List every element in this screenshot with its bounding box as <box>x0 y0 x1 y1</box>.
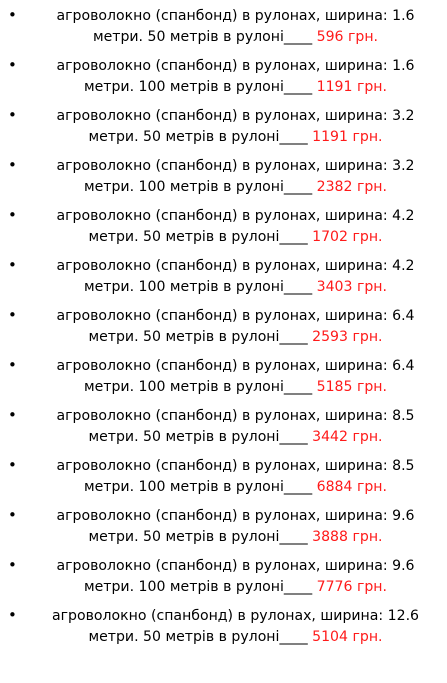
item-price: 3403 грн. <box>316 279 388 295</box>
item-text: агроволокно (спанбонд) в рулонах, ширина… <box>26 206 445 248</box>
item-text: агроволокно (спанбонд) в рулонах, ширина… <box>26 506 445 548</box>
item-description-line2: метри. 100 метрів в рулоні____ 1191 грн. <box>26 77 445 98</box>
item-roll-length: метри. 50 метрів в рулоні____ <box>88 529 308 545</box>
item-price: 1702 грн. <box>312 229 383 245</box>
item-price: 7776 грн. <box>316 579 388 595</box>
item-description-line1: агроволокно (спанбонд) в рулонах, ширина… <box>56 408 415 424</box>
item-description-line2: метри. 100 метрів в рулоні____ 2382 грн. <box>26 177 445 198</box>
item-description-line2: метри. 50 метрів в рулоні____ 3442 грн. <box>26 427 445 448</box>
item-text: агроволокно (спанбонд) в рулонах, ширина… <box>26 306 445 348</box>
item-description-line1: агроволокно (спанбонд) в рулонах, ширина… <box>56 308 415 324</box>
bullet-icon: • <box>8 356 17 374</box>
bullet-icon: • <box>8 406 17 424</box>
item-roll-length: метри. 50 метрів в рулоні____ <box>88 129 308 145</box>
list-item: • агроволокно (спанбонд) в рулонах, шири… <box>0 153 447 203</box>
item-text: агроволокно (спанбонд) в рулонах, ширина… <box>26 156 445 198</box>
item-price: 1191 грн. <box>312 129 383 145</box>
list-item: • агроволокно (спанбонд) в рулонах, шири… <box>0 403 447 453</box>
item-description-line2: метри. 100 метрів в рулоні____ 7776 грн. <box>26 577 445 598</box>
list-item: • агроволокно (спанбонд) в рулонах, шири… <box>0 453 447 503</box>
bullet-icon: • <box>8 106 17 124</box>
list-item: • агроволокно (спанбонд) в рулонах, шири… <box>0 553 447 603</box>
item-description-line1: агроволокно (спанбонд) в рулонах, ширина… <box>56 558 415 574</box>
item-description-line1: агроволокно (спанбонд) в рулонах, ширина… <box>56 508 415 524</box>
list-item: • агроволокно (спанбонд) в рулонах, шири… <box>0 203 447 253</box>
bullet-icon: • <box>8 306 17 324</box>
item-description-line2: метри. 50 метрів в рулоні____ 1191 грн. <box>26 127 445 148</box>
item-text: агроволокно (спанбонд) в рулонах, ширина… <box>26 556 445 598</box>
item-price: 6884 грн. <box>316 479 388 495</box>
item-text: агроволокно (спанбонд) в рулонах, ширина… <box>26 106 445 148</box>
item-description-line2: метри. 50 метрів в рулоні____ 596 грн. <box>26 27 445 48</box>
item-description-line1: агроволокно (спанбонд) в рулонах, ширина… <box>56 358 415 374</box>
price-list: • агроволокно (спанбонд) в рулонах, шири… <box>0 3 447 653</box>
list-item: • агроволокно (спанбонд) в рулонах, шири… <box>0 603 447 653</box>
bullet-icon: • <box>8 56 17 74</box>
item-description-line1: агроволокно (спанбонд) в рулонах, ширина… <box>56 258 415 274</box>
list-item: • агроволокно (спанбонд) в рулонах, шири… <box>0 103 447 153</box>
item-description-line1: агроволокно (спанбонд) в рулонах, ширина… <box>56 208 415 224</box>
item-text: агроволокно (спанбонд) в рулонах, ширина… <box>26 356 445 398</box>
bullet-icon: • <box>8 556 17 574</box>
item-text: агроволокно (спанбонд) в рулонах, ширина… <box>26 256 445 298</box>
item-price: 1191 грн. <box>316 79 388 95</box>
item-description-line1: агроволокно (спанбонд) в рулонах, ширина… <box>51 608 420 624</box>
item-roll-length: метри. 100 метрів в рулоні____ <box>83 379 313 395</box>
item-roll-length: метри. 50 метрів в рулоні____ <box>88 429 308 445</box>
item-text: агроволокно (спанбонд) в рулонах, ширина… <box>26 456 445 498</box>
item-text: агроволокно (спанбонд) в рулонах, ширина… <box>26 606 445 648</box>
bullet-icon: • <box>8 206 17 224</box>
list-item: • агроволокно (спанбонд) в рулонах, шири… <box>0 353 447 403</box>
item-roll-length: метри. 100 метрів в рулоні____ <box>83 579 313 595</box>
item-description-line2: метри. 50 метрів в рулоні____ 1702 грн. <box>26 227 445 248</box>
item-roll-length: метри. 100 метрів в рулоні____ <box>83 179 313 195</box>
item-description-line2: метри. 50 метрів в рулоні____ 3888 грн. <box>26 527 445 548</box>
list-item: • агроволокно (спанбонд) в рулонах, шири… <box>0 303 447 353</box>
item-description-line1: агроволокно (спанбонд) в рулонах, ширина… <box>56 58 415 74</box>
bullet-icon: • <box>8 456 17 474</box>
item-price: 3888 грн. <box>312 529 383 545</box>
item-description-line2: метри. 100 метрів в рулоні____ 6884 грн. <box>26 477 445 498</box>
item-description-line1: агроволокно (спанбонд) в рулонах, ширина… <box>56 158 415 174</box>
item-text: агроволокно (спанбонд) в рулонах, ширина… <box>26 406 445 448</box>
item-roll-length: метри. 50 метрів в рулоні____ <box>88 229 308 245</box>
item-text: агроволокно (спанбонд) в рулонах, ширина… <box>26 56 445 98</box>
list-item: • агроволокно (спанбонд) в рулонах, шири… <box>0 503 447 553</box>
item-description-line1: агроволокно (спанбонд) в рулонах, ширина… <box>56 458 415 474</box>
item-description-line1: агроволокно (спанбонд) в рулонах, ширина… <box>56 108 415 124</box>
item-price: 596 грн. <box>316 29 379 45</box>
item-description-line2: метри. 100 метрів в рулоні____ 3403 грн. <box>26 277 445 298</box>
item-price: 5104 грн. <box>312 629 383 645</box>
bullet-icon: • <box>8 606 17 624</box>
list-item: • агроволокно (спанбонд) в рулонах, шири… <box>0 253 447 303</box>
list-item: • агроволокно (спанбонд) в рулонах, шири… <box>0 3 447 53</box>
item-description-line2: метри. 50 метрів в рулоні____ 2593 грн. <box>26 327 445 348</box>
bullet-icon: • <box>8 506 17 524</box>
item-description-line1: агроволокно (спанбонд) в рулонах, ширина… <box>56 8 415 24</box>
item-description-line2: метри. 100 метрів в рулоні____ 5185 грн. <box>26 377 445 398</box>
item-roll-length: метри. 100 метрів в рулоні____ <box>83 479 313 495</box>
item-description-line2: метри. 50 метрів в рулоні____ 5104 грн. <box>26 627 445 648</box>
bullet-icon: • <box>8 256 17 274</box>
item-price: 5185 грн. <box>316 379 388 395</box>
item-price: 2593 грн. <box>312 329 383 345</box>
item-text: агроволокно (спанбонд) в рулонах, ширина… <box>26 6 445 48</box>
bullet-icon: • <box>8 156 17 174</box>
item-price: 2382 грн. <box>316 179 388 195</box>
item-roll-length: метри. 100 метрів в рулоні____ <box>83 279 313 295</box>
item-price: 3442 грн. <box>312 429 383 445</box>
item-roll-length: метри. 50 метрів в рулоні____ <box>92 29 313 45</box>
item-roll-length: метри. 50 метрів в рулоні____ <box>88 629 308 645</box>
bullet-icon: • <box>8 6 17 24</box>
item-roll-length: метри. 100 метрів в рулоні____ <box>83 79 313 95</box>
list-item: • агроволокно (спанбонд) в рулонах, шири… <box>0 53 447 103</box>
item-roll-length: метри. 50 метрів в рулоні____ <box>88 329 308 345</box>
